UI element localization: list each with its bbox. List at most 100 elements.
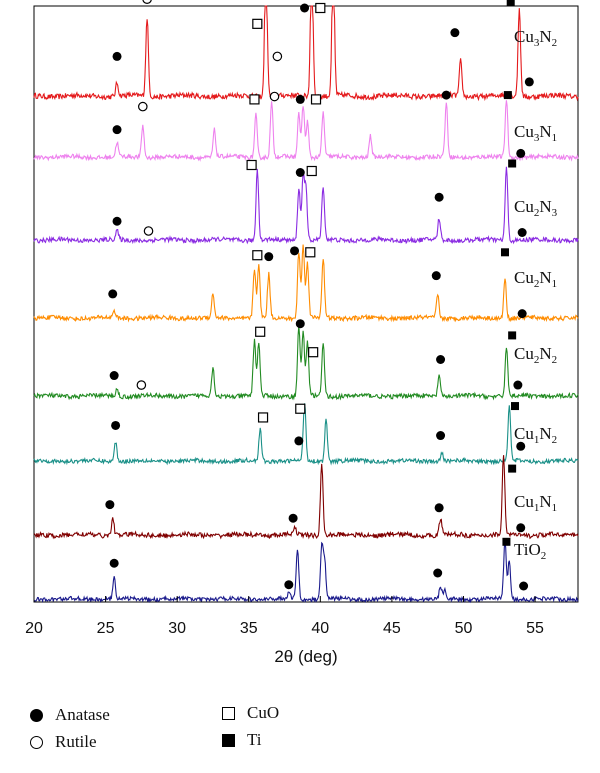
anatase-marker: [433, 568, 443, 578]
legend-label: CuO: [247, 703, 280, 722]
anatase-marker: [112, 125, 122, 135]
legend-label: Rutile: [55, 732, 97, 751]
cuo-marker: [257, 412, 269, 423]
ti-marker: [508, 159, 517, 168]
x-tick-label: 35: [240, 620, 258, 637]
anatase-marker: [434, 192, 444, 202]
series-line-cu2n2: [33, 325, 579, 401]
trace-label-cu2n1: Cu2N1: [514, 268, 557, 290]
open-square-icon: [222, 706, 235, 720]
trace-label-cu1n2: Cu1N2: [514, 424, 557, 446]
anatase-marker: [284, 580, 294, 590]
anatase-marker: [109, 371, 119, 381]
ti-marker: [500, 248, 509, 257]
x-tick-label: 55: [526, 620, 544, 637]
anatase-marker: [112, 51, 122, 61]
anatase-marker: [436, 355, 446, 364]
cuo-marker: [295, 403, 306, 414]
phase-markers: [105, 0, 534, 591]
anatase-marker: [516, 441, 526, 451]
ti-marker: [506, 0, 515, 6]
series-line-cu2n1: [33, 244, 579, 323]
anatase-marker: [517, 309, 527, 319]
legend-label: Anatase: [55, 705, 110, 724]
series-line-cu3n1: [33, 100, 579, 162]
trace-label-cu3n1: Cu3N1: [514, 122, 557, 144]
rutile-marker: [136, 380, 147, 390]
cuo-marker: [308, 347, 319, 358]
x-tick-label: 45: [383, 620, 401, 637]
trace-label-cu1n1: Cu1N1: [514, 492, 557, 514]
anatase-marker: [109, 558, 119, 568]
x-axis-title: 2θ (deg): [274, 647, 337, 666]
cuo-marker: [255, 326, 266, 337]
anatase-marker: [524, 77, 534, 87]
anatase-marker: [294, 436, 304, 446]
anatase-marker: [264, 252, 274, 262]
legend-item-cuo: CuO: [222, 703, 279, 723]
rutile-marker: [269, 91, 280, 102]
series-line-cu2n3: [33, 166, 579, 245]
cuo-marker: [252, 250, 263, 261]
anatase-marker: [450, 28, 460, 38]
ti-marker: [508, 464, 517, 473]
trace-label-cu2n3: Cu2N3: [514, 197, 558, 219]
anatase-marker: [300, 3, 310, 13]
anatase-marker: [288, 513, 298, 523]
rutile-marker: [143, 226, 154, 236]
anatase-marker: [513, 380, 523, 390]
trace-label-cu3n2: Cu3N2: [514, 27, 557, 49]
anatase-marker: [111, 420, 121, 430]
trace-label-cu2n2: Cu2N2: [514, 344, 557, 366]
trace-labels: Cu3N2 Cu3N1 Cu2N3 Cu2N1 Cu2N2 Cu1N2 Cu1N1 TiO2: [514, 27, 558, 562]
anatase-marker: [519, 581, 529, 591]
legend-item-anatase: Anatase: [30, 705, 110, 725]
ti-marker: [508, 331, 517, 340]
cuo-marker: [305, 247, 316, 258]
legend-item-ti: Ti: [222, 730, 262, 750]
anatase-marker: [290, 246, 300, 256]
x-tick-label: 40: [311, 620, 329, 637]
anatase-marker: [516, 523, 526, 533]
series-line-tio2: [33, 541, 579, 604]
x-tick-label: 25: [97, 620, 115, 637]
open-circle-icon: [30, 735, 43, 749]
x-axis-ticks: 20 25 30 35 40 45 50 55: [25, 596, 544, 637]
rutile-marker: [138, 101, 148, 112]
rutile-marker: [142, 0, 152, 4]
trace-label-tio2: TiO2: [514, 540, 546, 562]
cuo-marker: [306, 165, 317, 177]
cuo-marker: [310, 94, 322, 105]
anatase-marker: [517, 228, 527, 237]
filled-square-icon: [222, 733, 235, 747]
traces: [33, 5, 579, 604]
ti-marker: [502, 537, 511, 546]
anatase-marker: [295, 94, 305, 104]
x-tick-label: 20: [25, 620, 43, 637]
x-tick-label: 50: [455, 620, 473, 637]
anatase-marker: [434, 503, 444, 513]
anatase-marker: [516, 148, 526, 158]
legend-label: Ti: [247, 730, 262, 749]
series-line-cu1n1: [33, 455, 579, 540]
x-tick-label: 30: [168, 620, 186, 637]
series-line-cu3n2: [33, 5, 579, 102]
ti-marker: [503, 91, 512, 100]
filled-circle-icon: [30, 708, 43, 722]
anatase-marker: [295, 168, 305, 177]
series-line-cu1n2: [33, 403, 579, 466]
cuo-marker: [315, 2, 326, 14]
anatase-marker: [431, 271, 441, 281]
anatase-marker: [295, 319, 305, 329]
anatase-marker: [105, 500, 115, 510]
cuo-marker: [252, 18, 263, 29]
anatase-marker: [112, 216, 122, 226]
rutile-marker: [272, 51, 283, 62]
ti-marker: [511, 402, 520, 411]
anatase-marker: [436, 431, 446, 441]
anatase-marker: [441, 90, 451, 100]
legend-item-rutile: Rutile: [30, 732, 97, 752]
anatase-marker: [108, 289, 118, 299]
cuo-marker: [249, 94, 260, 105]
